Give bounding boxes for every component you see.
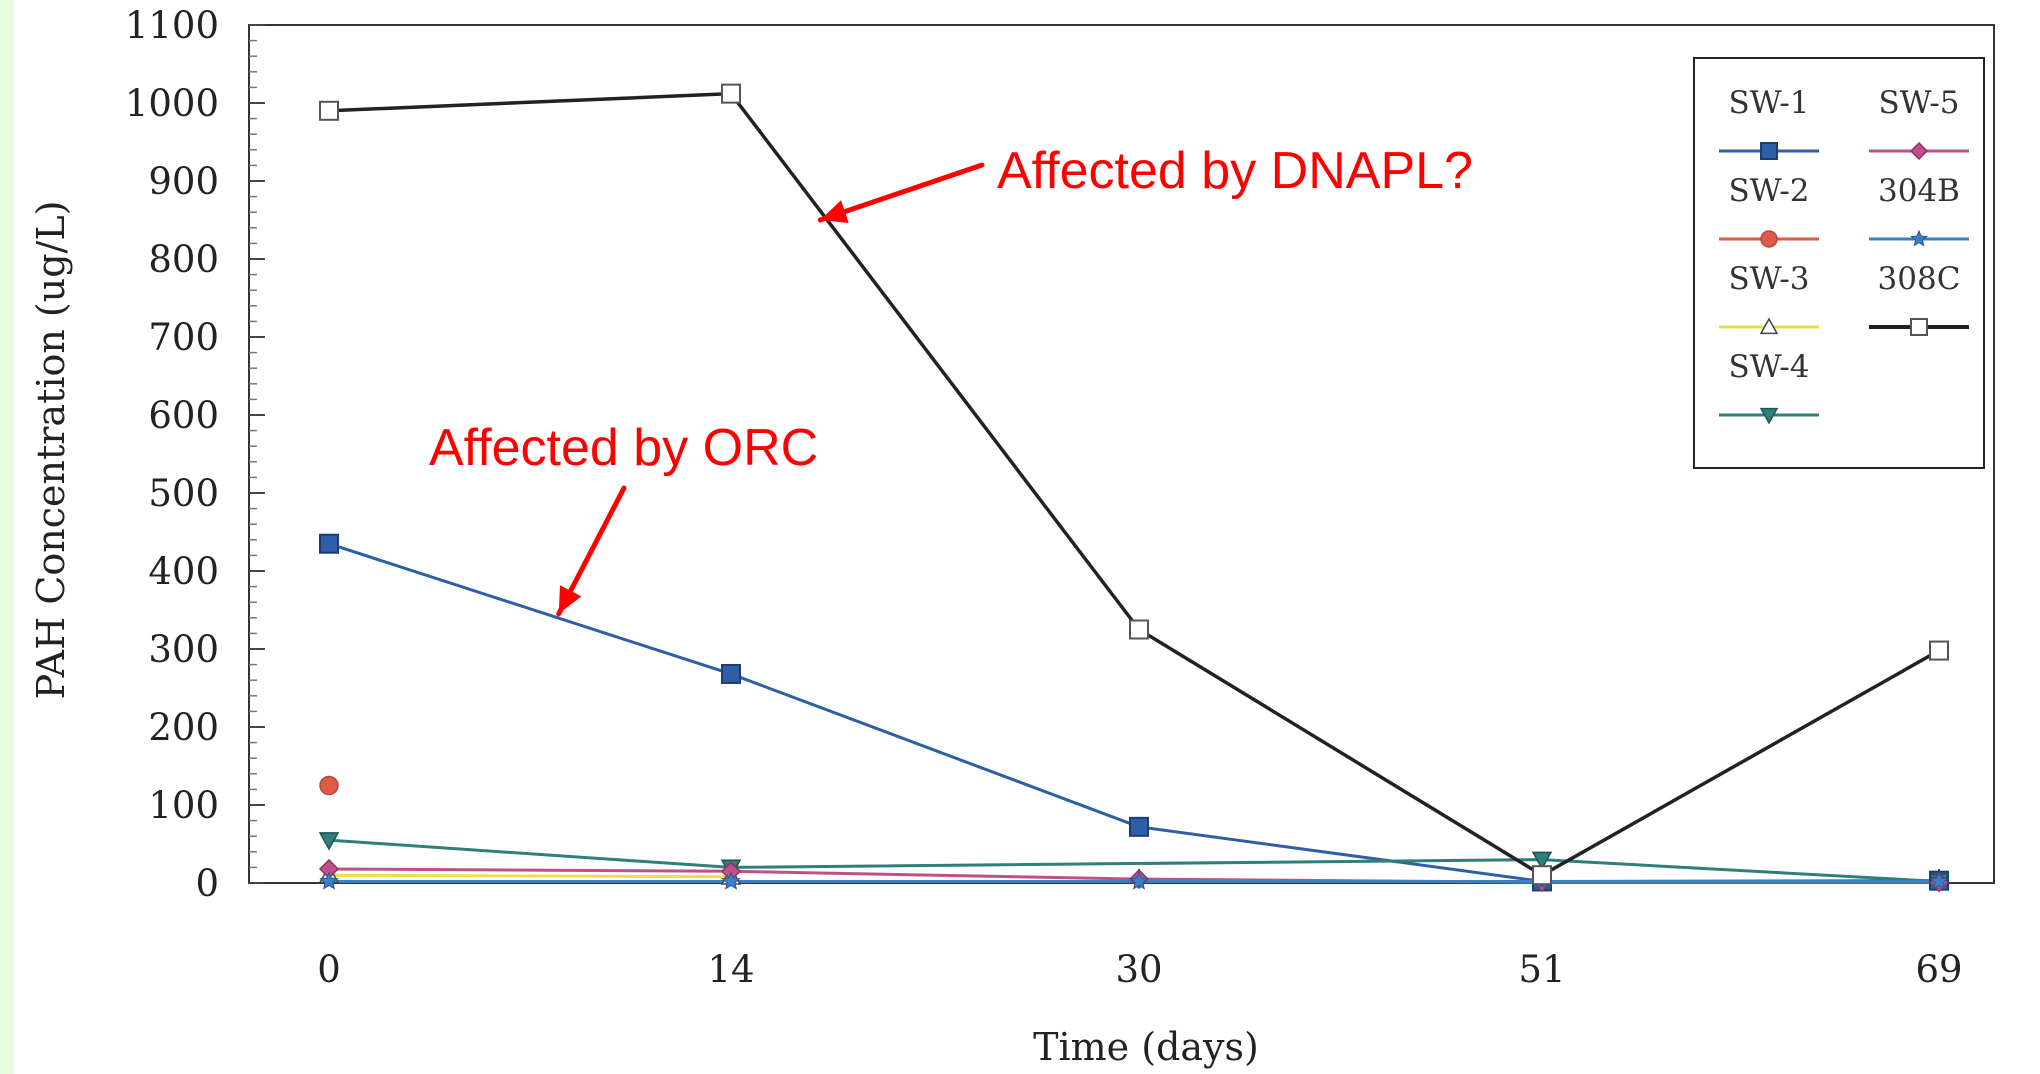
annotation-dnapl-arrow-head (820, 200, 849, 223)
legend-marker (1759, 407, 1779, 425)
legend-label: SW-4 (1728, 349, 1809, 385)
legend-label: 304B (1878, 173, 1960, 209)
data-point-sw-4 (1531, 851, 1553, 871)
y-tick-label: 500 (148, 472, 219, 515)
x-tick-label: 14 (707, 948, 754, 991)
x-tick-label: 51 (1518, 948, 1565, 991)
legend-marker (1910, 229, 1928, 247)
data-point-sw-4 (318, 832, 340, 851)
legend-marker (1910, 318, 1928, 336)
annotation-dnapl: Affected by DNAPL? (997, 142, 1473, 200)
legend-box (1693, 57, 1985, 469)
y-tick-label: 200 (148, 706, 219, 749)
y-tick-label: 1100 (125, 4, 219, 47)
y-tick-label: 700 (148, 316, 219, 359)
x-axis-title: Time (days) (1033, 1025, 1259, 1069)
data-point-308c (1532, 865, 1552, 886)
series-line-sw-3 (328, 873, 732, 879)
chart-canvas: 0 100 200 300 400 500 600 700 800 900 1000 1100 0 14… (14, 0, 2040, 1074)
legend-marker (1759, 317, 1779, 335)
annotation-orc: Affected by ORC (429, 419, 818, 477)
y-tick-label: 800 (148, 238, 219, 281)
legend-label: SW-2 (1728, 173, 1809, 209)
data-point-308c (721, 83, 741, 104)
data-point-304b (721, 871, 741, 890)
annotation-orc-arrow-head (558, 585, 582, 614)
y-axis-title: PAH Concentration (ug/L) (29, 201, 73, 700)
legend-marker (1760, 230, 1778, 248)
x-tick-label: 69 (1915, 948, 1962, 991)
plot-area-frame (248, 24, 1995, 884)
legend-label: SW-5 (1878, 85, 1959, 121)
legend-label: 308C (1878, 261, 1961, 297)
y-tick-label: 1000 (125, 82, 219, 125)
data-point-sw-1 (721, 663, 741, 684)
data-point-308c (319, 100, 339, 121)
y-tick-label: 300 (148, 628, 219, 671)
data-point-308c (1929, 640, 1949, 661)
legend-marker (1760, 142, 1778, 160)
legend-marker (1909, 141, 1929, 161)
legend-label: SW-3 (1728, 261, 1809, 297)
x-tick-label: 0 (317, 948, 341, 991)
data-point-308c (1129, 619, 1149, 640)
annotation-dnapl-arrow (817, 162, 985, 223)
data-point-304b (319, 871, 339, 890)
data-point-304b (1929, 871, 1949, 890)
x-tick-label: 30 (1115, 948, 1162, 991)
legend-label: SW-1 (1728, 85, 1809, 121)
data-point-sw-1 (1129, 816, 1149, 837)
y-tick-label: 600 (148, 394, 219, 437)
y-tick-label: 900 (148, 160, 219, 203)
series-line-sw-4 (328, 838, 1940, 883)
data-point-sw-1 (319, 533, 339, 554)
y-tick-label: 400 (148, 550, 219, 593)
y-tick-label: 0 (195, 862, 219, 905)
data-point-304b (1129, 871, 1149, 890)
y-tick-label: 100 (148, 784, 219, 827)
data-point-sw-2 (319, 775, 339, 796)
line-chart: 0 100 200 300 400 500 600 700 800 900 1000 1100 0 14… (29, 4, 1995, 1069)
